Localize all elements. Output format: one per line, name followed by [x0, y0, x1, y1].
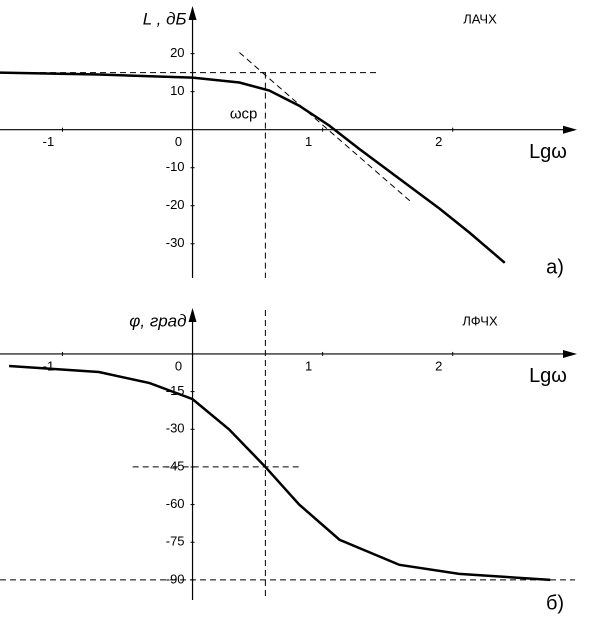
- x-tick-label: 0: [175, 134, 182, 149]
- y-tick-label: -90: [166, 571, 185, 586]
- x-axis-arrow: [563, 349, 577, 358]
- panel-label: б): [546, 592, 564, 614]
- chart-title: ЛАЧХ: [463, 11, 497, 26]
- x-axis-label: Lgω: [529, 365, 567, 387]
- x-tick-label: 2: [435, 134, 442, 149]
- y-tick-label: -45: [166, 458, 185, 473]
- y-tick-label: 20: [170, 45, 184, 60]
- x-tick-label: -1: [43, 358, 55, 373]
- y-tick-label: -10: [166, 159, 185, 174]
- x-tick-label: -1: [43, 134, 55, 149]
- y-axis-label: L , дБ: [143, 9, 187, 28]
- curve: [0, 71, 506, 264]
- y-axis-label: φ, град: [129, 311, 186, 330]
- x-tick-label: 2: [435, 358, 442, 373]
- x-axis-arrow: [563, 125, 577, 134]
- x-tick-label: 0: [175, 358, 182, 373]
- y-axis-arrow: [188, 308, 197, 322]
- y-tick-label: -30: [166, 235, 185, 250]
- y-tick-label: 10: [170, 83, 184, 98]
- y-tick-label: -20: [166, 197, 185, 212]
- x-axis-label: Lgω: [529, 141, 567, 163]
- panel-label: а): [546, 256, 564, 278]
- x-tick-label: 1: [305, 134, 312, 149]
- y-tick-label: -60: [166, 496, 185, 511]
- annotation: ωср: [230, 106, 258, 123]
- y-tick-label: -30: [166, 421, 185, 436]
- x-tick-label: 1: [305, 358, 312, 373]
- y-tick-label: -75: [166, 534, 185, 549]
- curve: [9, 364, 551, 582]
- chart-title: ЛФЧХ: [462, 313, 498, 328]
- y-axis-arrow: [188, 6, 197, 20]
- guide-line: [239, 52, 411, 202]
